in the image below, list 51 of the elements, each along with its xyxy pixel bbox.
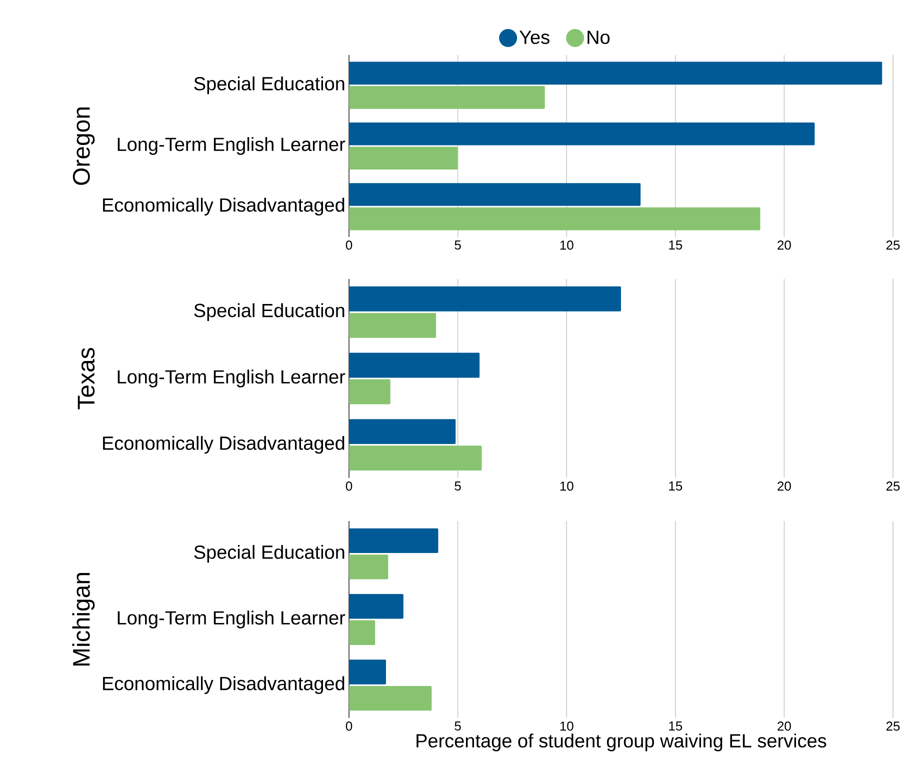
bar xyxy=(349,207,760,230)
x-tick-label: 15 xyxy=(669,722,682,731)
y-tick-label: Special Education xyxy=(194,76,344,94)
x-tick-label: 0 xyxy=(346,240,352,250)
bar xyxy=(349,594,404,619)
x-axis-title: Percentage of student group waiving EL services xyxy=(416,734,826,752)
bar xyxy=(349,620,376,645)
x-tick-label: 25 xyxy=(886,240,900,250)
y-axis-title: Michigan xyxy=(72,573,95,666)
legend-label: Yes xyxy=(520,30,550,44)
x-tick-label: 5 xyxy=(454,240,461,250)
x-tick-label: 10 xyxy=(560,240,574,250)
y-tick-label: Special Education xyxy=(194,544,344,563)
y-tick-label: Economically Disadvantaged xyxy=(103,436,344,454)
x-tick-label: 10 xyxy=(560,482,574,491)
bar xyxy=(349,146,458,170)
y-axis-title: Texas xyxy=(78,348,95,410)
bar xyxy=(349,312,436,338)
y-tick-label: Economically Disadvantaged xyxy=(103,676,344,694)
bar xyxy=(349,183,641,206)
x-tick-label: 0 xyxy=(346,722,352,731)
x-tick-label: 15 xyxy=(669,482,682,491)
bar xyxy=(349,528,438,554)
x-tick-label: 25 xyxy=(886,722,900,731)
bar xyxy=(349,286,621,312)
y-tick-label: Special Education xyxy=(194,303,344,321)
bar xyxy=(349,446,482,471)
y-tick-label: Long-Term English Learner xyxy=(118,610,346,628)
bar xyxy=(349,419,456,444)
y-tick-label: Long-Term English Learner xyxy=(118,137,346,155)
x-tick-label: 15 xyxy=(669,240,682,250)
bar xyxy=(349,379,390,404)
bar xyxy=(349,86,545,109)
legend-label: No xyxy=(588,30,610,44)
bar xyxy=(349,352,480,378)
x-tick-label: 20 xyxy=(778,722,791,731)
y-tick-label: Long-Term English Learner xyxy=(118,370,346,388)
x-tick-label: 5 xyxy=(454,722,461,731)
bar xyxy=(349,686,432,711)
x-tick-label: 20 xyxy=(778,240,791,250)
x-tick-label: 5 xyxy=(454,482,461,491)
bar xyxy=(349,122,815,146)
bar xyxy=(349,554,388,580)
x-tick-label: 20 xyxy=(778,482,791,491)
y-axis-title: Oregon xyxy=(72,108,95,185)
bar xyxy=(349,62,882,85)
x-tick-label: 25 xyxy=(886,482,900,491)
x-tick-label: 0 xyxy=(346,482,352,491)
bar xyxy=(349,660,386,684)
y-tick-label: Economically Disadvantaged xyxy=(103,198,344,216)
x-tick-label: 10 xyxy=(560,722,574,731)
